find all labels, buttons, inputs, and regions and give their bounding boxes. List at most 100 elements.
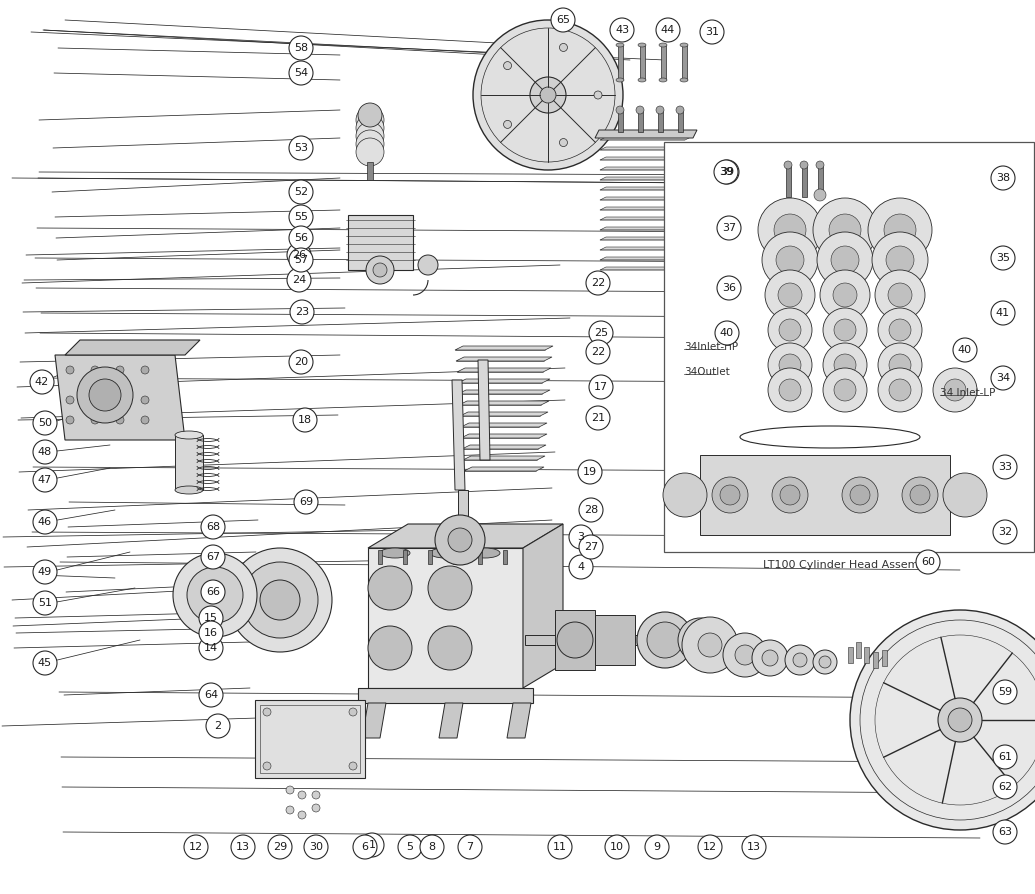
Bar [618,45,623,80]
Text: 66: 66 [206,587,220,597]
Circle shape [356,122,384,150]
Circle shape [735,645,755,665]
Circle shape [678,618,722,662]
Circle shape [793,653,807,667]
Bar [848,647,853,663]
Circle shape [141,366,149,374]
Text: 68: 68 [206,522,220,532]
Circle shape [916,550,940,574]
Bar [658,110,663,132]
Text: 23: 23 [295,307,309,317]
Circle shape [263,762,271,770]
Circle shape [836,381,854,399]
Text: 43: 43 [615,25,629,35]
Circle shape [540,87,556,103]
Circle shape [814,198,877,262]
Circle shape [201,580,225,604]
Polygon shape [368,548,523,688]
Circle shape [878,368,922,412]
Circle shape [637,612,693,668]
Bar [864,647,869,663]
Polygon shape [600,137,691,140]
Circle shape [990,166,1015,190]
Text: 21: 21 [591,413,605,423]
Circle shape [298,791,306,799]
Text: 64: 64 [204,690,218,700]
Circle shape [779,379,801,401]
Circle shape [286,806,294,814]
Circle shape [263,708,271,716]
Circle shape [901,477,938,513]
Circle shape [884,214,916,246]
Text: 3: 3 [578,532,585,542]
Circle shape [938,698,982,742]
Ellipse shape [616,43,624,47]
Circle shape [557,622,593,658]
Bar [378,550,382,564]
Text: 16: 16 [204,628,218,638]
Circle shape [823,368,867,412]
Circle shape [560,139,567,147]
Circle shape [762,232,818,288]
Circle shape [418,255,438,275]
Circle shape [820,270,870,320]
Bar [818,165,823,197]
Text: 18: 18 [298,415,313,425]
Circle shape [873,232,928,288]
Polygon shape [600,187,691,190]
Circle shape [776,246,804,274]
Text: 34 Inlet-LP: 34 Inlet-LP [940,388,996,398]
Circle shape [141,416,149,424]
Circle shape [578,460,602,484]
Circle shape [33,651,57,675]
Ellipse shape [638,78,646,82]
Circle shape [504,62,511,70]
Bar [661,45,666,80]
Circle shape [781,321,799,339]
Text: 34Outlet: 34Outlet [684,367,730,377]
Circle shape [199,606,223,630]
Bar [664,142,1034,552]
Text: 54: 54 [294,68,308,78]
Circle shape [33,411,57,435]
Text: 32: 32 [998,527,1012,537]
Text: 6: 6 [361,842,368,852]
Text: 24: 24 [292,275,306,285]
Polygon shape [459,379,550,383]
Bar [802,165,807,197]
Circle shape [768,368,812,412]
Circle shape [268,835,292,859]
Text: 55: 55 [294,212,308,222]
Circle shape [831,216,859,244]
Circle shape [420,835,444,859]
Polygon shape [55,355,185,440]
Ellipse shape [380,548,410,558]
Bar [260,705,360,773]
Circle shape [819,656,831,668]
Text: 39: 39 [720,167,734,177]
Circle shape [30,370,54,394]
Text: 34: 34 [996,373,1010,383]
Circle shape [289,180,313,204]
Ellipse shape [616,78,624,82]
Ellipse shape [680,78,688,82]
Text: 15: 15 [204,613,218,623]
Circle shape [698,633,722,657]
Polygon shape [523,524,563,688]
Polygon shape [358,688,533,703]
Circle shape [435,515,485,565]
Polygon shape [595,130,697,138]
Circle shape [373,263,387,277]
Circle shape [289,136,313,160]
Circle shape [868,198,932,262]
Circle shape [206,714,230,738]
Polygon shape [600,167,691,170]
Circle shape [116,366,124,374]
Polygon shape [462,445,546,449]
Text: 9: 9 [653,842,660,852]
Circle shape [682,617,738,673]
Circle shape [360,833,384,857]
Circle shape [663,473,707,517]
Circle shape [814,650,837,674]
Circle shape [231,835,255,859]
